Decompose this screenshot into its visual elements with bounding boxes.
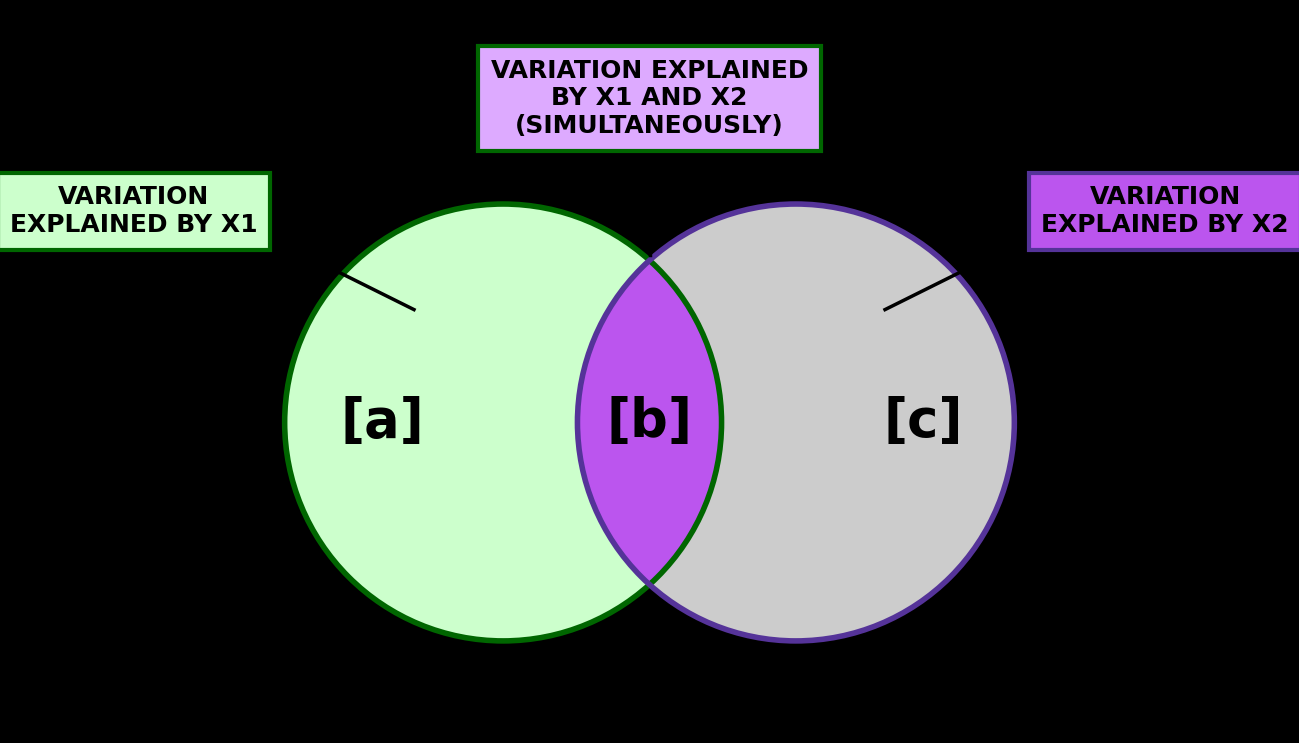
Circle shape — [578, 204, 1015, 641]
Text: VARIATION
EXPLAINED BY X2: VARIATION EXPLAINED BY X2 — [1042, 186, 1289, 237]
Text: [a]: [a] — [340, 397, 423, 449]
Text: [c]: [c] — [883, 397, 963, 449]
Circle shape — [284, 204, 721, 641]
PathPatch shape — [650, 204, 1015, 641]
Text: [b]: [b] — [607, 397, 692, 449]
Text: VARIATION
EXPLAINED BY X1: VARIATION EXPLAINED BY X1 — [10, 186, 257, 237]
Text: VARIATION EXPLAINED
BY X1 AND X2
(SIMULTANEOUSLY): VARIATION EXPLAINED BY X1 AND X2 (SIMULT… — [491, 59, 808, 138]
